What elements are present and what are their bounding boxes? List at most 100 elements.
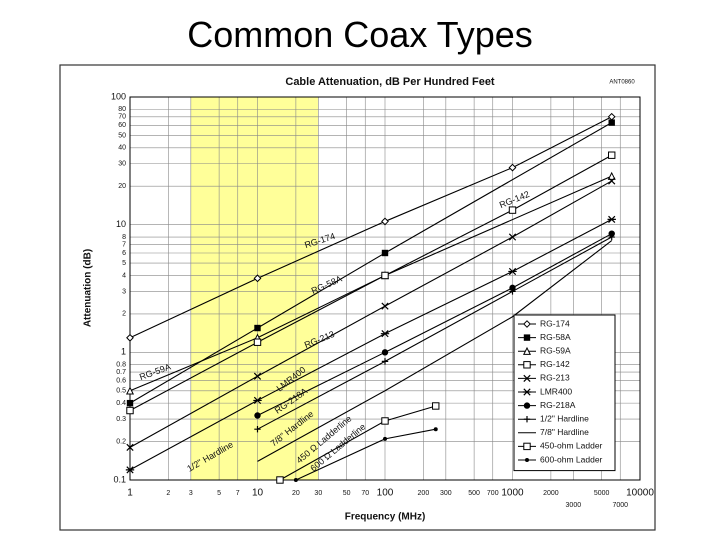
x-tick-label: 1000: [501, 488, 524, 499]
marker: [254, 324, 261, 332]
marker: [253, 372, 262, 380]
marker-part: [523, 334, 531, 341]
x-tick-label: 100: [377, 488, 394, 499]
x-tick-label: 7: [236, 490, 240, 497]
marker: [509, 284, 516, 292]
marker-part: [125, 466, 135, 474]
marker-part: [254, 412, 261, 419]
y-tick-label: 40: [118, 145, 126, 152]
x-tick-label: 300: [440, 490, 452, 497]
y-tick-label: 0.3: [116, 416, 126, 423]
marker-part: [254, 425, 261, 433]
y-tick-label: 20: [118, 183, 126, 190]
marker: [523, 320, 531, 328]
chart-title: Cable Attenuation, dB Per Hundred Feet: [285, 76, 495, 88]
marker-part: [608, 177, 616, 185]
marker: [523, 334, 531, 341]
marker: [125, 386, 135, 395]
marker-part: [523, 374, 531, 383]
marker: [381, 349, 389, 356]
marker: [608, 230, 615, 237]
marker: [126, 406, 134, 415]
marker: [508, 163, 517, 172]
y-tick-label: 2: [122, 311, 126, 318]
marker-part: [381, 358, 389, 365]
marker: [381, 271, 389, 280]
marker-part: [508, 206, 517, 214]
legend-label: LMR400: [540, 386, 572, 396]
chart-code: ANT0860: [609, 80, 635, 86]
marker-part: [381, 217, 389, 226]
marker-part: [522, 388, 532, 396]
marker-part: [523, 442, 531, 451]
marker: [276, 476, 284, 484]
marker: [125, 466, 135, 474]
marker-part: [381, 349, 389, 356]
marker-part: [253, 274, 262, 283]
y-tick-label: 7: [122, 241, 126, 248]
marker: [253, 274, 262, 283]
x-tick-label: 20: [292, 490, 300, 497]
marker-part: [607, 215, 616, 224]
y-tick-label: 0.8: [116, 362, 126, 369]
x-tick-label: 200: [418, 490, 430, 497]
y-tick-label: 80: [118, 106, 126, 113]
y-tick-label: 3: [122, 288, 126, 295]
marker: [608, 151, 616, 159]
y-tick-label: 1: [121, 347, 126, 357]
legend-label: 7/8" Hardline: [540, 427, 589, 437]
legend-label: RG-174: [540, 318, 570, 328]
marker: [607, 215, 616, 224]
marker: [381, 217, 389, 226]
x-tick-label: 1: [127, 488, 133, 499]
marker: [383, 436, 387, 441]
marker-part: [126, 333, 134, 342]
x-tick-label: 10000: [626, 488, 654, 499]
legend-box: [513, 314, 616, 472]
legend-label: 1/2" Hardline: [540, 413, 589, 423]
marker-part: [508, 163, 517, 172]
y-tick-label: 4: [122, 272, 126, 279]
marker-part: [607, 171, 616, 180]
marker-part: [432, 402, 440, 410]
marker-part: [126, 443, 134, 452]
y-tick-label: 50: [118, 132, 126, 139]
marker: [608, 233, 615, 241]
y-tick-label: 0.7: [116, 369, 126, 376]
legend-label: 600-ohm Ladder: [540, 454, 603, 464]
marker-part: [433, 427, 438, 432]
marker: [523, 361, 531, 369]
series-line: [129, 122, 612, 404]
marker-part: [522, 346, 532, 355]
y-tick-label: 5: [122, 260, 126, 267]
marker: [381, 302, 389, 310]
marker-part: [523, 402, 531, 409]
x-tick-label: 700: [487, 490, 499, 497]
marker: [380, 330, 390, 338]
legend-label: RG-59A: [540, 345, 571, 355]
x-tick-label: 2000: [543, 490, 559, 497]
marker: [126, 443, 134, 452]
marker-part: [126, 399, 134, 407]
y-tick-label: 0.4: [116, 400, 126, 407]
marker-part: [508, 233, 517, 241]
x-tick-label: 3: [189, 490, 193, 497]
x-tick-label: 3000: [566, 502, 582, 509]
marker: [126, 333, 134, 342]
marker: [522, 388, 532, 396]
marker-part: [253, 338, 262, 346]
plot-border: [129, 96, 641, 481]
marker-part: [523, 320, 531, 328]
x-tick-label: 5: [217, 490, 221, 497]
marker-part: [253, 396, 262, 405]
marker-part: [381, 302, 389, 310]
y-tick-label: 70: [118, 114, 126, 121]
marker: [254, 425, 261, 433]
series-line: [257, 240, 613, 462]
marker-part: [383, 436, 387, 441]
x-tick-label: 7000: [612, 502, 628, 509]
marker: [508, 233, 517, 241]
marker: [607, 171, 616, 180]
marker: [381, 358, 389, 365]
